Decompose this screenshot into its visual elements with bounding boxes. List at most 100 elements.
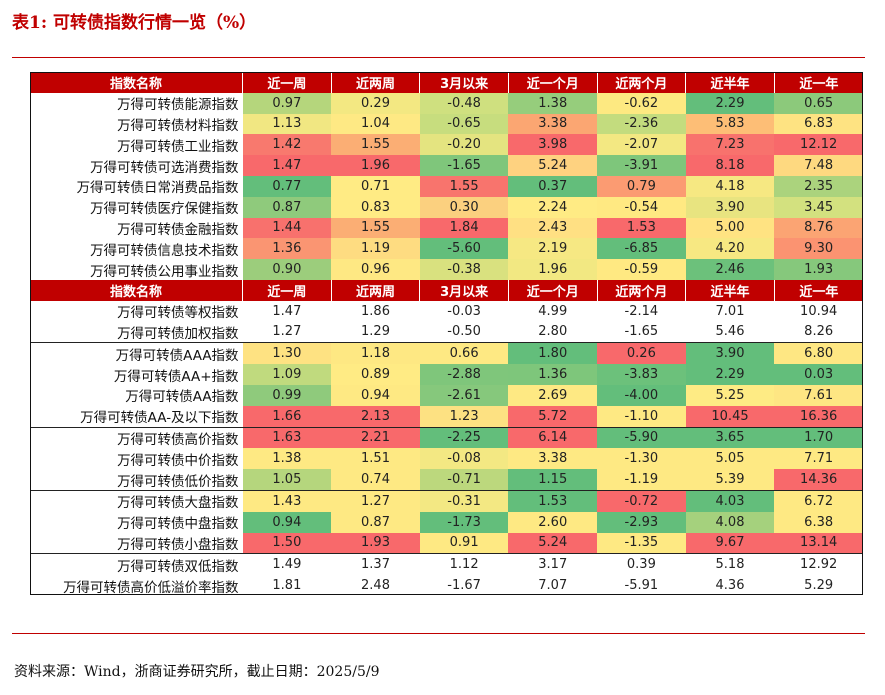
header-period: 近一个月 [507, 72, 598, 93]
value-cell: 3.17 [508, 553, 598, 576]
value-cell: 1.38 [242, 448, 332, 470]
value-cell: -0.20 [419, 134, 509, 156]
table-row: 万得可转债中价指数 1.38 1.51 -0.08 3.38 -1.30 5.05 7.71 [30, 448, 863, 470]
value-cell: 1.36 [242, 238, 332, 260]
value-cell: 1.15 [508, 469, 598, 491]
value-cell: 5.39 [685, 469, 775, 491]
value-cell: 1.44 [242, 217, 332, 239]
index-name-cell: 万得可转债信息技术指数 [90, 242, 239, 259]
value-cell: 0.37 [508, 175, 598, 197]
header-period: 近一年 [773, 279, 863, 301]
value-cell: 2.69 [508, 384, 598, 406]
value-cell: -0.62 [597, 92, 686, 114]
value-cell: -1.65 [597, 321, 686, 343]
table-row: 万得可转债可选消费指数 1.47 1.96 -1.65 5.24 -3.91 8.18 7.4… [30, 155, 863, 176]
index-name-cell: 万得可转债公用事业指数 [90, 263, 239, 280]
value-cell: 7.61 [774, 384, 863, 406]
value-cell: 1.80 [508, 342, 598, 365]
value-cell: 1.55 [419, 175, 509, 197]
value-cell: 0.87 [242, 196, 332, 218]
value-cell: -3.91 [597, 155, 686, 176]
table-row: 万得可转债小盘指数 1.50 1.93 0.91 5.24 -1.35 9.67 13.14 [30, 532, 863, 554]
value-cell: 8.26 [774, 321, 863, 343]
value-cell: -4.00 [597, 384, 686, 406]
value-cell: -2.93 [597, 511, 686, 533]
table-caption: 表1: 可转债指数行情一览（%） [12, 13, 257, 33]
value-cell: 9.67 [685, 532, 775, 554]
bottom-rule [12, 633, 865, 634]
value-cell: -1.19 [597, 469, 686, 491]
value-cell: 1.96 [331, 155, 420, 176]
value-cell: 1.49 [242, 553, 332, 576]
value-cell: 0.65 [774, 92, 863, 114]
value-cell: 0.99 [242, 384, 332, 406]
value-cell: 3.38 [508, 448, 598, 470]
value-cell: 1.19 [331, 238, 420, 260]
value-cell: 4.20 [685, 238, 775, 260]
table-row: 万得可转债信息技术指数 1.36 1.19 -5.60 2.19 -6.85 4.20 9.3… [30, 238, 863, 260]
table-row: 万得可转债医疗保健指数 0.87 0.83 0.30 2.24 -0.54 3.90 3.45 [30, 196, 863, 218]
value-cell: 2.46 [685, 259, 775, 280]
value-cell: -0.72 [597, 489, 686, 512]
value-cell: 2.29 [685, 92, 775, 114]
header-period: 近一年 [773, 72, 863, 93]
value-cell: -0.65 [419, 113, 509, 135]
index-name-cell: 万得可转债AAA指数 [30, 342, 243, 365]
value-cell: 1.23 [419, 405, 509, 428]
index-name-cell: 万得可转债大盘指数 [30, 489, 243, 512]
index-name-cell: 万得可转债能源指数 [117, 97, 239, 114]
value-cell: 1.29 [331, 321, 420, 343]
value-cell: 12.12 [774, 134, 863, 156]
value-cell: -3.83 [597, 364, 686, 385]
value-cell: 1.55 [331, 134, 420, 156]
value-cell: 1.36 [508, 364, 598, 385]
value-cell: 3.98 [508, 134, 598, 156]
table-row: 万得可转债工业指数 1.42 1.55 -0.20 3.98 -2.07 7.23 12.12 [30, 134, 863, 156]
header-period: 近一周 [242, 72, 332, 93]
value-cell: 6.38 [774, 511, 863, 533]
value-cell: 2.21 [331, 426, 420, 449]
value-cell: 1.53 [597, 217, 686, 239]
value-cell: 2.24 [508, 196, 598, 218]
value-cell: 0.74 [331, 469, 420, 491]
value-cell: 1.30 [242, 342, 332, 365]
value-cell: -2.61 [419, 384, 509, 406]
value-cell: -2.07 [597, 134, 686, 156]
index-name-cell: 万得可转债日常消费品指数 [76, 180, 239, 197]
value-cell: 1.86 [331, 300, 420, 322]
index-name-cell: 万得可转债材料指数 [117, 117, 239, 134]
value-cell: 1.47 [242, 300, 332, 322]
header-period: 近半年 [685, 279, 775, 301]
table-row: 万得可转债AA指数 0.99 0.94 -2.61 2.69 -4.00 5.25 7.61 [30, 384, 863, 406]
value-cell: 1.96 [508, 259, 598, 280]
index-name-cell: 万得可转债双低指数 [30, 553, 243, 576]
value-cell: 0.66 [419, 342, 509, 365]
value-cell: 14.36 [774, 469, 863, 491]
header-period: 近一个月 [507, 279, 598, 301]
value-cell: -0.48 [419, 92, 509, 114]
index-name-cell: 万得可转债医疗保健指数 [90, 201, 239, 218]
value-cell: -5.90 [597, 426, 686, 449]
table-row: 万得可转债加权指数 1.27 1.29 -0.50 2.80 -1.65 5.46 8.26 [30, 321, 863, 343]
header-period: 近两个月 [596, 72, 686, 93]
value-cell: -1.10 [597, 405, 686, 428]
value-cell: -0.31 [419, 489, 509, 512]
value-cell: 3.65 [685, 426, 775, 449]
header-row: 指数名称 近一周 近两周 3月以来 近一个月 近两个月 近半年 近一年 [30, 72, 863, 93]
value-cell: -6.85 [597, 238, 686, 260]
value-cell: 4.18 [685, 175, 775, 197]
index-name-cell: 万得可转债工业指数 [117, 138, 239, 155]
value-cell: -2.88 [419, 364, 509, 385]
value-cell: 5.18 [685, 553, 775, 576]
value-cell: 0.03 [774, 364, 863, 385]
value-cell: -0.71 [419, 469, 509, 491]
value-cell: 3.90 [685, 342, 775, 365]
index-name-cell: 万得可转债高价低溢价率指数 [63, 579, 239, 596]
value-cell: -2.25 [419, 426, 509, 449]
value-cell: 8.76 [774, 217, 863, 239]
header-period: 近半年 [685, 72, 775, 93]
value-cell: 1.27 [242, 321, 332, 343]
value-cell: 9.30 [774, 238, 863, 260]
header-period: 近两个月 [596, 279, 686, 301]
value-cell: 5.72 [508, 405, 598, 428]
